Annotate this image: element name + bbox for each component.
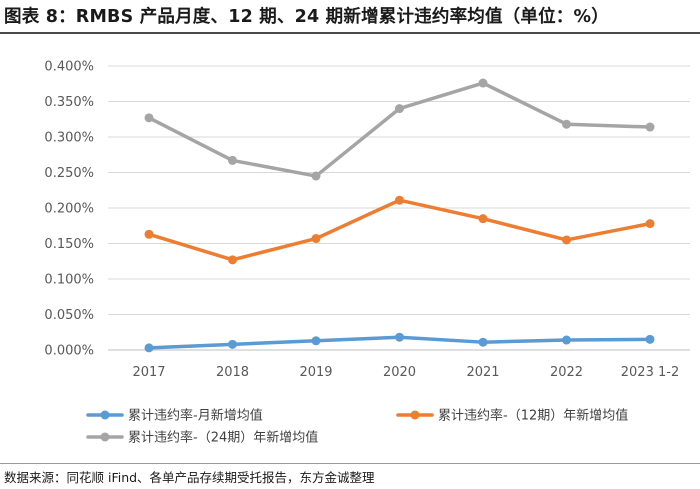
x-axis-ticks: 2017 2018 2019 2020 2021 2022 2023 1-2	[132, 365, 679, 380]
x-tick-label: 2023 1-2	[621, 365, 679, 380]
legend-label: 累计违约率-月新增均值	[128, 408, 263, 424]
data-point	[478, 337, 488, 347]
legend-label: 累计违约率-（12期）年新增均值	[438, 408, 628, 424]
data-point	[645, 219, 655, 229]
data-point	[562, 235, 571, 245]
data-point	[395, 195, 404, 205]
data-point	[562, 119, 571, 129]
data-point	[144, 229, 154, 239]
x-tick-label: 2017	[132, 365, 165, 380]
legend-marker	[100, 432, 110, 442]
data-point	[478, 78, 488, 88]
y-tick-label: 0.350%	[44, 95, 94, 110]
series-3	[144, 78, 655, 181]
source-note: 数据来源：同花顺 iFind、各单产品存续期受托报告，东方金诚整理	[4, 470, 375, 485]
legend-item: 累计违约率-月新增均值	[86, 408, 263, 424]
y-tick-label: 0.100%	[44, 273, 94, 288]
y-tick-label: 0.150%	[44, 237, 94, 252]
x-tick-label: 2018	[216, 365, 249, 380]
title-divider	[0, 32, 700, 34]
legend-marker	[410, 410, 420, 420]
data-point	[228, 255, 237, 265]
line-chart: 0.000% 0.050% 0.100% 0.150% 0.200% 0.250% 0.30…	[44, 60, 690, 446]
series-2	[144, 195, 655, 265]
y-tick-label: 0.000%	[44, 344, 94, 359]
series-line	[147, 198, 652, 262]
data-point	[645, 334, 655, 344]
y-axis-ticks: 0.000% 0.050% 0.100% 0.150% 0.200% 0.250% 0.30…	[44, 60, 94, 359]
data-point	[311, 171, 321, 181]
y-tick-label: 0.250%	[44, 166, 94, 181]
data-point	[395, 332, 404, 342]
legend: 累计违约率-月新增均值 累计违约率-（12期）年新增均值累计违约率-（24期）年新…	[86, 408, 628, 446]
x-tick-label: 2019	[299, 365, 332, 380]
data-point	[144, 343, 154, 353]
x-tick-label: 2022	[550, 365, 583, 380]
series-line	[147, 81, 652, 178]
y-tick-label: 0.050%	[44, 308, 94, 323]
data-point	[311, 336, 321, 346]
y-tick-label: 0.300%	[44, 131, 94, 146]
y-tick-label: 0.400%	[44, 60, 94, 75]
data-point	[144, 113, 154, 123]
gridlines	[108, 65, 690, 351]
chart-title: 图表 8：RMBS 产品月度、12 期、24 期新增累计违约率均值（单位：%）	[4, 7, 609, 27]
series-lines	[144, 78, 655, 353]
source-divider	[0, 463, 700, 464]
x-tick-label: 2020	[383, 365, 416, 380]
data-point	[645, 122, 655, 132]
legend-item: 累计违约率-（12期）年新增均值	[396, 408, 628, 424]
series-1	[144, 332, 655, 353]
legend-marker	[100, 410, 110, 420]
data-point	[395, 104, 404, 114]
data-point	[562, 335, 571, 345]
data-point	[478, 214, 488, 224]
legend-item: 累计违约率-（24期）年新增均值	[86, 430, 318, 446]
data-point	[311, 234, 321, 244]
x-tick-label: 2021	[466, 365, 499, 380]
legend-label: 累计违约率-（24期）年新增均值	[128, 430, 318, 446]
data-point	[228, 155, 237, 165]
data-point	[228, 339, 237, 349]
y-tick-label: 0.200%	[44, 202, 94, 217]
